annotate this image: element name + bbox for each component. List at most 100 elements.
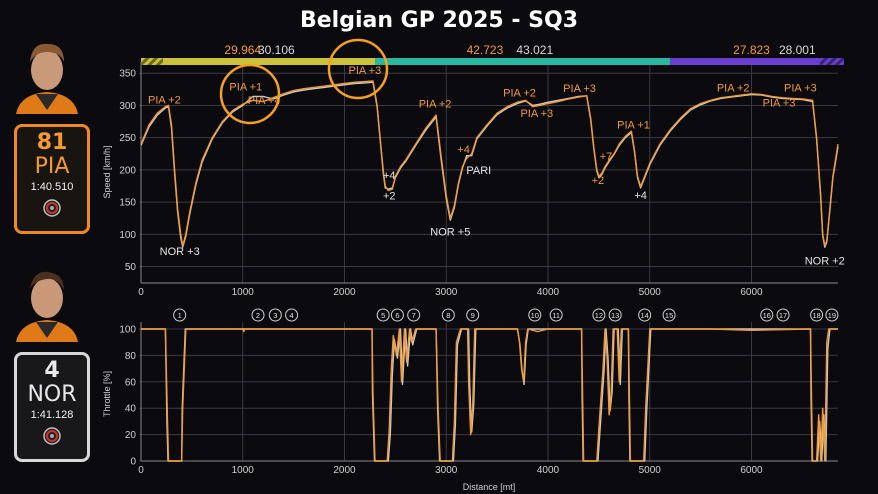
corner-marker — [760, 308, 774, 322]
corner-markers: 1 2 3 4 5 6 7 8 9 10 11 12 13 14 15 16 17 18 19 — [173, 308, 839, 322]
corner-marker — [608, 308, 622, 322]
corner-marker — [268, 308, 282, 322]
highlight-circle — [327, 38, 389, 100]
annotation-label: PIA +3 — [784, 82, 817, 94]
corner-number: 19 — [828, 311, 836, 320]
corner-number: 7 — [412, 311, 416, 320]
distance-axis-label: Distance [mt] — [463, 482, 516, 492]
speed-grid: 0 1000 2000 3000 4000 5000 6000 50 100 150 200 250 3… — [119, 62, 838, 298]
throttle-grid: 0 1000 2000 3000 4000 5000 6000 0 20 40 60 80 100 — [119, 322, 838, 476]
driver-card-pia: 81 PIA 1:40.510 — [14, 124, 90, 234]
sector-time-pia: 42.723 — [467, 43, 504, 57]
y-tick-label: 350 — [119, 69, 136, 80]
driver-laptime: 1:40.510 — [30, 181, 74, 193]
highlight-circle — [219, 63, 281, 125]
sector-bar-segment — [670, 58, 844, 65]
corner-marker — [407, 308, 421, 322]
sector-bar-hatch — [141, 58, 163, 65]
corner-marker — [810, 308, 824, 322]
corner-number: 10 — [531, 311, 539, 320]
annotation-label: PIA +3 — [563, 83, 596, 95]
series-line-pia — [140, 80, 839, 247]
driver-laptime: 1:41.128 — [30, 409, 74, 421]
annotation-label: +7 — [600, 151, 613, 163]
axis-labels: Speed [km/h] Throttle [%] Distance [mt] — [102, 145, 515, 492]
annotation-label: PIA +2 — [148, 95, 181, 107]
sector-time-nor: 43.021 — [516, 43, 553, 57]
annotation-label: PIA +4 — [248, 95, 281, 107]
driver-photo-pia — [16, 43, 78, 114]
corner-marker — [825, 308, 839, 322]
highlight-circles — [219, 38, 389, 125]
corner-marker — [592, 308, 606, 322]
sector-time-nor: 30.106 — [258, 43, 295, 57]
corner-number: 12 — [595, 311, 603, 320]
chart-title: Belgian GP 2025 - SQ3 — [299, 8, 579, 33]
x-tick-label: 1000 — [232, 287, 255, 298]
annotation-label: PIA +1 — [617, 120, 650, 132]
x-tick-label: 5000 — [639, 287, 662, 298]
y-tick-label: 100 — [119, 325, 136, 336]
driver-number: 4 — [44, 358, 60, 383]
series-line-nor — [141, 328, 838, 462]
annotation-label: +4 — [457, 144, 470, 156]
corner-marker — [638, 308, 652, 322]
y-tick-label: 60 — [125, 377, 137, 388]
corner-marker — [662, 308, 676, 322]
x-tick-label: 0 — [138, 465, 144, 476]
annotation-label: +4 — [383, 170, 396, 182]
corner-number: 2 — [256, 311, 260, 320]
corner-number: 5 — [381, 311, 385, 320]
corner-number: 16 — [763, 311, 771, 320]
annotation-label: NOR +2 — [805, 256, 845, 268]
speed-axis-label: Speed [km/h] — [102, 145, 112, 198]
throttle-axis-label: Throttle [%] — [102, 371, 112, 417]
annotation-label: PIA +2 — [503, 87, 536, 99]
tyre-icon — [43, 199, 61, 217]
y-tick-label: 40 — [125, 404, 137, 415]
x-tick-label: 6000 — [740, 287, 763, 298]
corner-marker — [528, 308, 542, 322]
corner-number: 14 — [640, 311, 648, 320]
corner-marker — [549, 308, 563, 322]
corner-marker — [285, 308, 299, 322]
corner-marker — [251, 308, 265, 322]
x-tick-label: 0 — [138, 287, 144, 298]
annotation-label: PARI — [466, 165, 491, 177]
x-tick-label: 6000 — [740, 465, 763, 476]
driver-card-nor: 4 NOR 1:41.128 — [14, 352, 90, 462]
annotation-label: PIA +3 — [348, 65, 381, 77]
corner-marker — [376, 308, 390, 322]
x-tick-label: 4000 — [537, 465, 560, 476]
speed-lines — [140, 80, 839, 248]
x-tick-label: 5000 — [639, 465, 662, 476]
sector-time-nor: 28.001 — [779, 43, 816, 57]
driver-photo-nor — [16, 271, 78, 342]
x-tick-label: 2000 — [333, 465, 356, 476]
x-tick-label: 3000 — [435, 287, 458, 298]
throttle-lines — [141, 328, 838, 462]
y-tick-label: 20 — [125, 430, 137, 441]
sector-bar-segment — [141, 58, 376, 65]
corner-number: 11 — [552, 311, 560, 320]
corner-number: 3 — [273, 311, 277, 320]
x-tick-label: 4000 — [537, 287, 560, 298]
corner-marker — [776, 308, 790, 322]
x-tick-label: 1000 — [232, 465, 255, 476]
corner-number: 15 — [665, 311, 673, 320]
x-tick-label: 3000 — [435, 465, 458, 476]
corner-marker — [466, 308, 480, 322]
x-tick-label: 2000 — [333, 287, 356, 298]
corner-number: 9 — [471, 311, 475, 320]
annotation-label: PIA +1 — [229, 82, 262, 94]
annotation-label: PIA +2 — [717, 82, 750, 94]
corner-number: 8 — [446, 311, 450, 320]
tyre-icon — [43, 427, 61, 445]
y-tick-label: 0 — [130, 457, 136, 468]
y-tick-label: 50 — [125, 262, 137, 273]
annotation-label: PIA +2 — [419, 98, 452, 110]
annotation-label: NOR +3 — [160, 246, 200, 258]
